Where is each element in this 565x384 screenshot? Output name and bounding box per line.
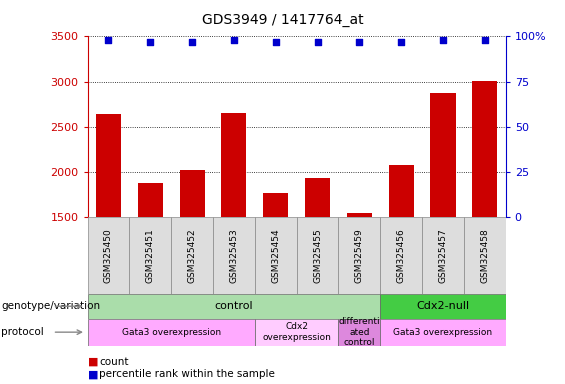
Text: GSM325452: GSM325452 [188,228,197,283]
Point [313,39,322,45]
Text: GSM325454: GSM325454 [271,228,280,283]
Text: percentile rank within the sample: percentile rank within the sample [99,369,275,379]
Text: GSM325456: GSM325456 [397,228,406,283]
Text: count: count [99,357,128,367]
Bar [380,319,506,346]
Bar [472,81,497,217]
Text: GDS3949 / 1417764_at: GDS3949 / 1417764_at [202,13,363,27]
Text: GSM325457: GSM325457 [438,228,447,283]
Bar [138,183,163,217]
Bar [431,93,455,217]
Text: GSM325459: GSM325459 [355,228,364,283]
Text: GSM325451: GSM325451 [146,228,155,283]
Bar [263,194,288,217]
Text: Gata3 overexpression: Gata3 overexpression [393,328,493,337]
Text: ■: ■ [88,357,98,367]
Bar [422,217,464,294]
Bar [129,217,171,294]
Bar [213,217,255,294]
Text: Gata3 overexpression: Gata3 overexpression [121,328,221,337]
Text: genotype/variation: genotype/variation [1,301,100,311]
Bar [180,170,205,217]
Bar [338,217,380,294]
Bar [171,217,213,294]
Bar [338,319,380,346]
Bar [88,294,380,319]
Point [438,37,447,43]
Bar [297,217,338,294]
Text: GSM325458: GSM325458 [480,228,489,283]
Point [271,39,280,45]
Text: ■: ■ [88,369,98,379]
Bar [96,114,121,217]
Text: GSM325450: GSM325450 [104,228,113,283]
Bar [347,214,372,217]
Point [355,39,364,45]
Text: Cdx2
overexpression: Cdx2 overexpression [262,323,331,342]
Text: GSM325455: GSM325455 [313,228,322,283]
Bar [255,217,297,294]
Text: Cdx2-null: Cdx2-null [416,301,470,311]
Bar [88,319,255,346]
Text: differenti
ated
control: differenti ated control [338,317,380,347]
Text: GSM325453: GSM325453 [229,228,238,283]
Point [104,37,113,43]
Bar [88,217,129,294]
Bar [221,113,246,217]
Bar [464,217,506,294]
Bar [255,319,338,346]
Bar [389,165,414,217]
Point [229,37,238,43]
Text: control: control [215,301,253,311]
Point [146,39,155,45]
Point [188,39,197,45]
Bar [305,178,330,217]
Point [397,39,406,45]
Point [480,37,489,43]
Bar [380,217,422,294]
Bar [380,294,506,319]
Text: protocol: protocol [1,327,44,337]
